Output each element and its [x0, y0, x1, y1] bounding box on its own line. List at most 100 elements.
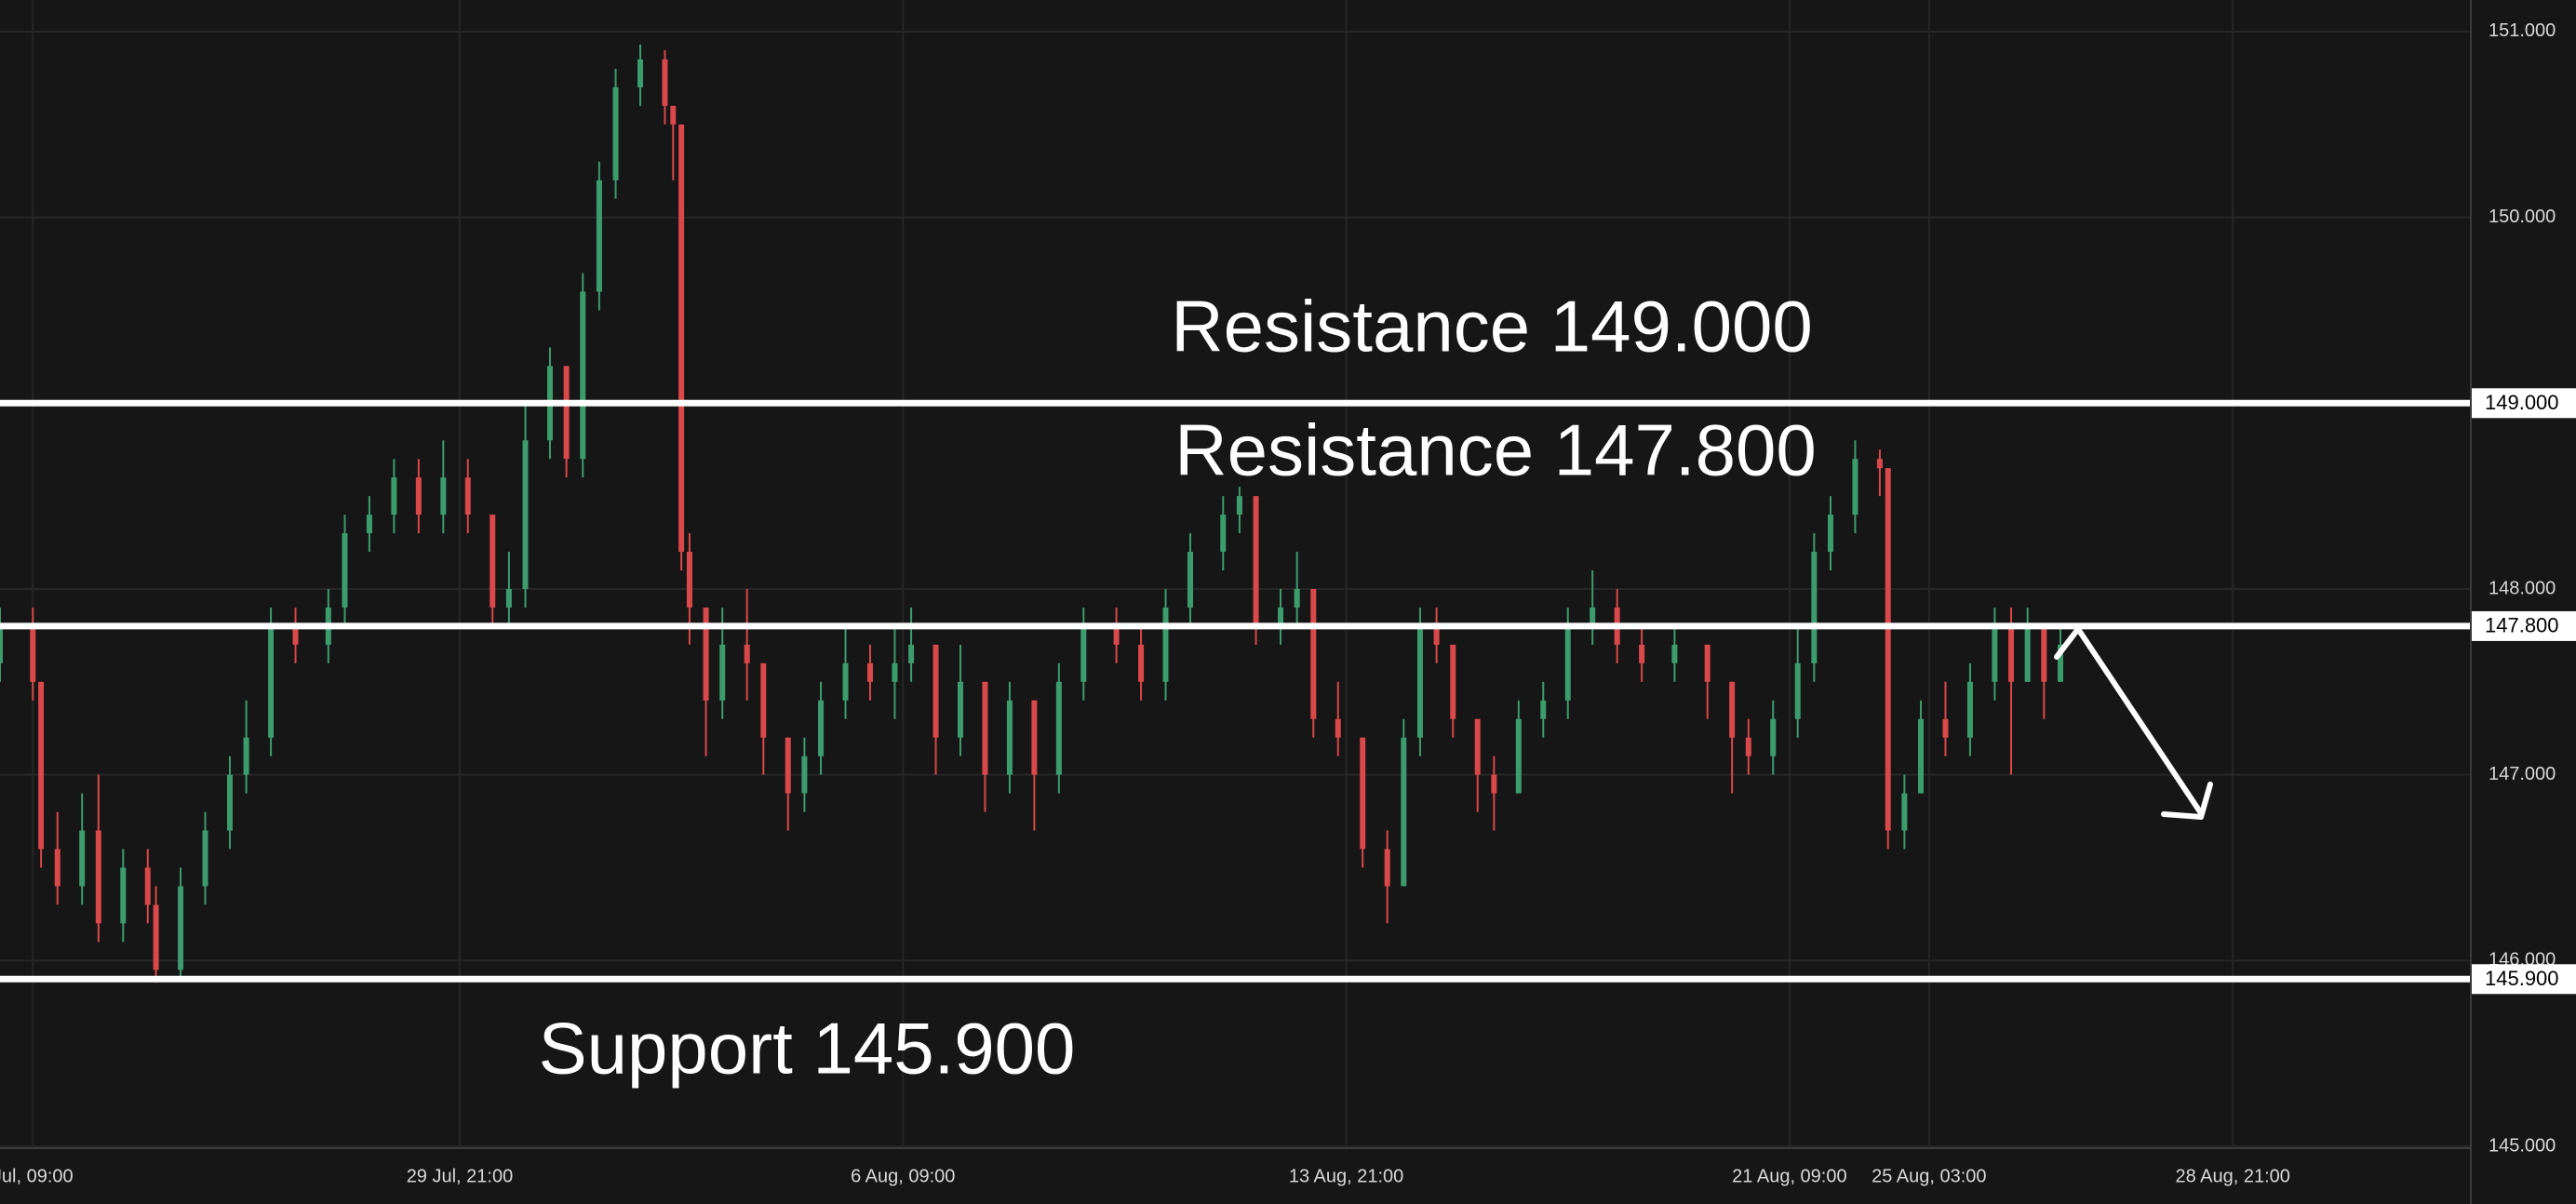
candle-body [144, 867, 151, 905]
candle-body [440, 477, 447, 515]
level-label: 149.000 [2485, 391, 2559, 414]
candle-body [1294, 588, 1300, 608]
candle-body [292, 625, 299, 645]
forecast-arrow [2054, 626, 2213, 820]
level-label-box [2472, 388, 2576, 419]
candle-body [1080, 625, 1087, 682]
candle-body [1639, 644, 1645, 663]
candle-body [719, 644, 726, 701]
candle-body [563, 366, 570, 460]
candle-body [1384, 849, 1390, 887]
candle-body [596, 180, 602, 292]
candle-body [670, 105, 677, 125]
candle-body [818, 700, 825, 756]
candle-body [54, 849, 60, 887]
candle-body [1031, 700, 1038, 775]
candles [0, 44, 2063, 983]
candle-body [2041, 625, 2047, 682]
y-tick-label: 145.000 [2489, 1135, 2556, 1156]
candle-body [801, 756, 808, 794]
candle-body [202, 830, 208, 887]
candle-body [38, 681, 45, 849]
candle-body [1729, 681, 1736, 738]
candle-body [268, 625, 275, 738]
candle-body [505, 588, 512, 608]
y-tick-label: 151.000 [2489, 20, 2556, 41]
candle-body [226, 774, 233, 831]
x-tick-label: 21 Aug, 09:00 [1732, 1166, 1846, 1186]
candle-body [932, 644, 939, 738]
candle-body [120, 867, 127, 924]
candle-body [2008, 625, 2015, 682]
candle-body [612, 87, 619, 181]
candle-body [243, 737, 249, 775]
candle-body [1360, 737, 1366, 849]
level-label-box [2472, 610, 2576, 641]
x-tick-label: Jul, 09:00 [0, 1166, 74, 1186]
candle-body [866, 662, 873, 682]
candle-body [892, 662, 898, 682]
candle-body [178, 886, 184, 970]
candle-body [703, 607, 709, 701]
candle-body [1794, 662, 1801, 719]
x-tick-label: 29 Jul, 21:00 [407, 1166, 514, 1186]
candle-body [1966, 681, 1973, 738]
candle-body [95, 830, 101, 924]
x-tick-label: 28 Aug, 21:00 [2175, 1166, 2289, 1186]
y-tick-label: 150.000 [2489, 207, 2556, 227]
x-tick-label: 25 Aug, 03:00 [1872, 1166, 1986, 1186]
candle-body [1901, 793, 1908, 831]
candle-body [982, 681, 988, 775]
candle-body [760, 662, 767, 738]
axis: 145.000146.000147.000148.000149.000150.0… [0, 20, 2576, 1186]
candle-body [1770, 718, 1777, 756]
candle-body [0, 625, 3, 663]
level-label: 147.800 [2485, 614, 2559, 637]
candle-body [1474, 718, 1481, 775]
candle-body [637, 59, 644, 87]
candle-body [1113, 625, 1120, 645]
candle-body [908, 644, 915, 663]
candle-body [1827, 515, 1833, 553]
candle-body [1992, 625, 1998, 682]
candle-body [1515, 718, 1522, 794]
candle-body [1852, 459, 1858, 515]
candle-body [744, 644, 750, 663]
levels [0, 399, 2471, 983]
candle-body [1162, 607, 1169, 682]
candle-body [1310, 588, 1317, 719]
annotation: Resistance 149.000 [1171, 286, 1812, 368]
candle-body [1335, 718, 1341, 738]
candle-body [1278, 607, 1284, 626]
candle-body [1671, 644, 1678, 663]
y-tick-label: 147.000 [2489, 764, 2556, 784]
level-label-box [2472, 964, 2576, 995]
candle-body [1236, 496, 1242, 515]
candle-body [1811, 552, 1818, 663]
arrow-shaft [2054, 626, 2204, 816]
candle-body [662, 59, 668, 106]
level-label: 145.900 [2485, 967, 2559, 990]
x-tick-label: 6 Aug, 09:00 [851, 1166, 955, 1186]
candle-body [153, 904, 159, 970]
candle-body [1006, 700, 1013, 775]
candle-body [1564, 625, 1571, 701]
candle-body [30, 625, 36, 682]
candle-body [842, 662, 849, 701]
candle-body [686, 552, 692, 608]
candle-body [415, 477, 422, 515]
candle-body [1942, 718, 1949, 738]
candle-body [2057, 644, 2063, 682]
candle-body [342, 533, 348, 608]
candle-body [1055, 681, 1062, 775]
candle-body [1590, 607, 1596, 626]
candle-body [678, 124, 685, 553]
candle-body [522, 440, 529, 589]
candle-body [958, 681, 964, 738]
candle-body [1876, 459, 1883, 469]
candle-body [79, 830, 86, 887]
x-tick-label: 13 Aug, 21:00 [1289, 1166, 1403, 1186]
